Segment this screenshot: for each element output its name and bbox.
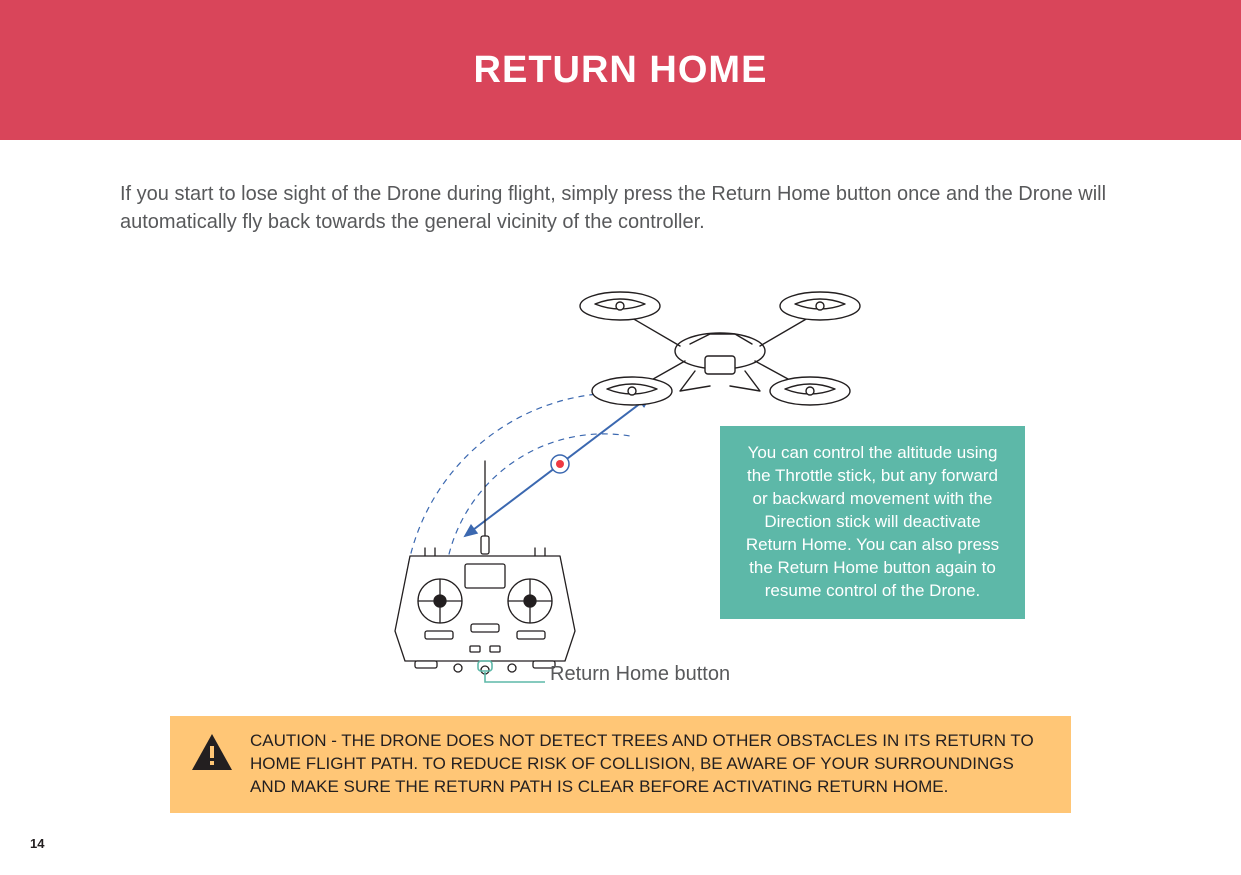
caution-box: CAUTION - THE DRONE DOES NOT DETECT TREE… [170,716,1071,813]
caution-text: CAUTION - THE DRONE DOES NOT DETECT TREE… [250,730,1051,799]
info-box: You can control the altitude using the T… [720,426,1025,619]
header-banner: RETURN HOME [0,0,1241,140]
content-area: If you start to lose sight of the Drone … [0,140,1241,813]
warning-icon [190,732,234,772]
drone-illustration [560,256,880,426]
page-number: 14 [30,836,44,851]
intro-paragraph: If you start to lose sight of the Drone … [120,180,1121,236]
diagram-area: Return Home button You can control the a… [120,256,1121,696]
button-callout-line [460,672,550,692]
return-home-button-label: Return Home button [550,663,730,686]
controller-illustration [370,456,600,686]
page-title: RETURN HOME [474,49,768,92]
